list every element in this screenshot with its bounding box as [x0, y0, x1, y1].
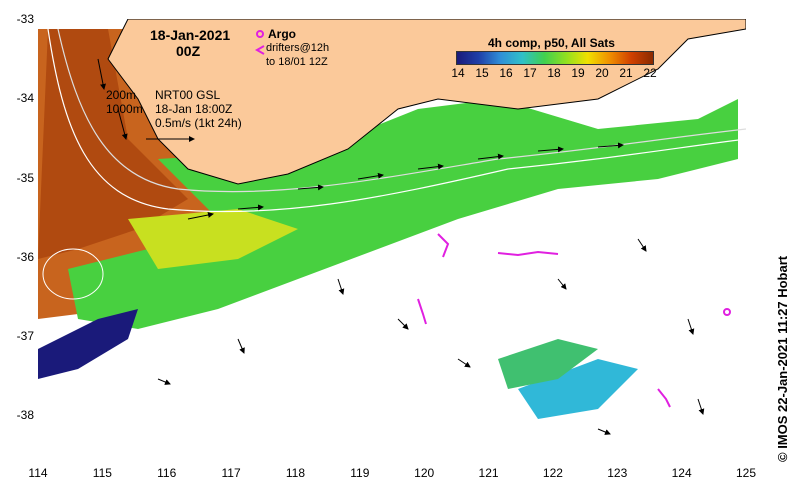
colorbar	[456, 51, 654, 65]
velocity-time: 18-Jan 18:00Z	[155, 102, 233, 116]
y-tick-label: -37	[16, 329, 34, 344]
contour-1000m-label: 1000m	[106, 102, 143, 116]
y-tick-label: -34	[16, 91, 34, 106]
velocity-scale: 0.5m/s (1kt 24h)	[155, 116, 242, 130]
colorbar-tick-label: 18	[547, 66, 561, 80]
x-tick-label: 115	[92, 466, 112, 480]
drifter-line-1: drifters@12h	[266, 42, 330, 54]
map-time: 00Z	[176, 43, 201, 59]
x-tick-label: 121	[478, 466, 499, 480]
argo-label: Argo	[268, 27, 296, 41]
leeuwin-current-core	[38, 29, 188, 259]
x-tick-label: 123	[607, 466, 628, 480]
credit-text: © IMOS 22-Jan-2021 11:27 Hobart	[775, 255, 790, 462]
x-tick-label: 124	[671, 466, 692, 480]
x-tick-label: 116	[157, 466, 177, 480]
x-tick-label: 114	[28, 466, 48, 480]
contour-legend: 200m 1000m	[106, 88, 143, 116]
legend-symbols	[254, 30, 265, 55]
colorbar-title: 4h comp, p50, All Sats	[488, 36, 615, 50]
drifter-line-2: to 18/01 12Z	[266, 56, 328, 68]
green-patch-2	[498, 339, 598, 389]
sst-map	[38, 19, 746, 459]
cyan-patch	[518, 359, 638, 419]
blue-patch	[38, 309, 138, 379]
velocity-arrows	[97, 58, 705, 435]
colorbar-tick-label: 20	[595, 66, 609, 80]
drifter-legend: drifters@12h to 18/01 12Z	[266, 41, 329, 69]
y-tick-label: -36	[16, 249, 34, 264]
colorbar-tick-label: 14	[451, 66, 465, 80]
y-tick-label: -38	[16, 408, 34, 423]
colorbar-tick-label: 15	[475, 66, 489, 80]
y-tick-label: -33	[16, 12, 34, 26]
yellow-patch	[128, 209, 298, 269]
argo-legend-icon	[256, 30, 264, 38]
velocity-legend: NRT00 GSL 18-Jan 18:00Z 0.5m/s (1kt 24h)	[155, 88, 242, 130]
drifter-tracks	[417, 233, 671, 408]
contour-200m-label: 200m	[106, 88, 137, 102]
colorbar-tick-label: 19	[571, 66, 585, 80]
argo-float-marker	[723, 308, 731, 316]
x-tick-label: 120	[414, 466, 435, 480]
x-tick-label: 118	[285, 466, 306, 480]
contour-1000m	[47, 28, 746, 213]
x-tick-label: 122	[542, 466, 563, 480]
x-tick-label: 125	[735, 466, 757, 480]
drifter-legend-icon	[254, 45, 265, 55]
colorbar-tick-label: 22	[643, 66, 657, 80]
y-tick-label: -35	[16, 170, 34, 185]
map-date: 18-Jan-2021	[150, 27, 231, 43]
colorbar-tick-label: 16	[499, 66, 513, 80]
eddy-contour	[42, 248, 104, 300]
x-tick-label: 119	[350, 466, 370, 480]
x-tick-label: 117	[221, 466, 241, 480]
velocity-source: NRT00 GSL	[155, 88, 221, 102]
colorbar-tick-label: 17	[523, 66, 537, 80]
colorbar-tick-label: 21	[619, 66, 633, 80]
map-area	[38, 19, 746, 459]
